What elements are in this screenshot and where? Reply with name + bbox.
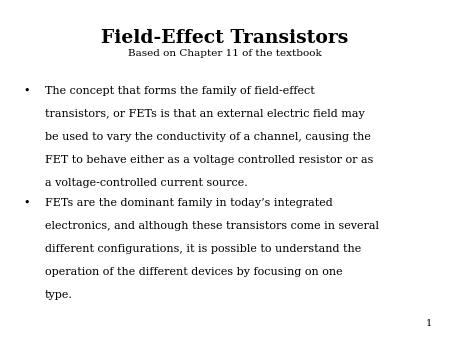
Text: operation of the different devices by focusing on one: operation of the different devices by fo… <box>45 267 342 277</box>
Text: 1: 1 <box>426 319 432 328</box>
Text: Field-Effect Transistors: Field-Effect Transistors <box>101 29 349 47</box>
Text: Based on Chapter 11 of the textbook: Based on Chapter 11 of the textbook <box>128 49 322 58</box>
Text: type.: type. <box>45 290 73 300</box>
Text: FET to behave either as a voltage controlled resistor or as: FET to behave either as a voltage contro… <box>45 155 374 165</box>
Text: •: • <box>24 86 30 96</box>
Text: transistors, or FETs is that an external electric field may: transistors, or FETs is that an external… <box>45 109 365 119</box>
Text: The concept that forms the family of field-effect: The concept that forms the family of fie… <box>45 86 315 96</box>
Text: be used to vary the conductivity of a channel, causing the: be used to vary the conductivity of a ch… <box>45 132 371 142</box>
Text: a voltage-controlled current source.: a voltage-controlled current source. <box>45 178 248 188</box>
Text: different configurations, it is possible to understand the: different configurations, it is possible… <box>45 244 361 254</box>
Text: FETs are the dominant family in today’s integrated: FETs are the dominant family in today’s … <box>45 198 333 208</box>
Text: electronics, and although these transistors come in several: electronics, and although these transist… <box>45 221 379 231</box>
Text: •: • <box>24 198 30 208</box>
